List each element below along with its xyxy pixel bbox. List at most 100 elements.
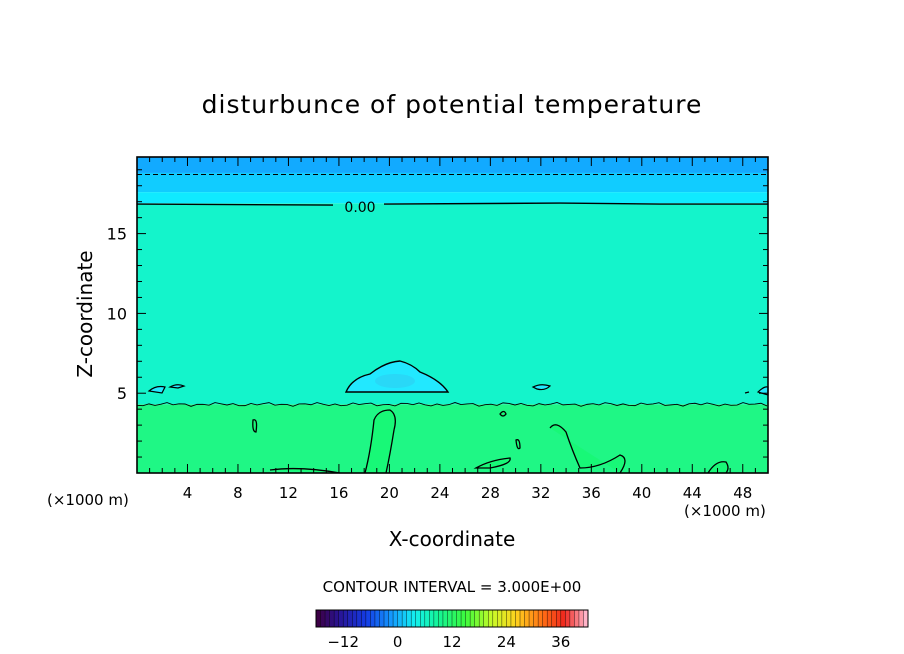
colorbar-cell bbox=[574, 610, 580, 627]
colorbar-tick-label: 0 bbox=[393, 633, 403, 651]
chart-title: disturbunce of potential temperature bbox=[202, 90, 703, 119]
colorbar-cell bbox=[538, 610, 543, 627]
colorbar-cell bbox=[356, 610, 362, 627]
colorbar-cell bbox=[388, 610, 394, 627]
x-tick-label: 16 bbox=[329, 484, 348, 502]
x-tick-label: 28 bbox=[481, 484, 500, 502]
colorbar-cell bbox=[465, 610, 471, 627]
blob-core bbox=[375, 374, 415, 388]
x-tick-label: 36 bbox=[582, 484, 601, 502]
colorbar-cell bbox=[370, 610, 376, 627]
lower-contour bbox=[499, 410, 507, 417]
lower-contour bbox=[515, 439, 521, 450]
layer-band bbox=[137, 404, 768, 473]
zero-contour-line bbox=[136, 202, 768, 206]
y-tick-label: 10 bbox=[107, 304, 127, 323]
colorbar-cell bbox=[542, 610, 548, 627]
colorbar-cell bbox=[470, 610, 475, 627]
x-tick-label: 48 bbox=[733, 484, 752, 502]
colorbar-cell bbox=[424, 610, 430, 627]
colorbar-labels: −12 0 12 24 36 bbox=[327, 633, 570, 651]
small-contour bbox=[147, 385, 166, 394]
colorbar-cell bbox=[393, 610, 398, 627]
colorbar-cell bbox=[533, 610, 539, 627]
colorbar-cell bbox=[569, 610, 575, 627]
lower-contour bbox=[707, 461, 729, 474]
colorbar-cell bbox=[560, 610, 566, 627]
colorbar-cell bbox=[325, 610, 330, 627]
colorbar-cell bbox=[402, 610, 407, 627]
colorbar-cell bbox=[461, 610, 466, 627]
layer-band bbox=[137, 157, 768, 173]
colorbar-cell bbox=[316, 610, 321, 627]
colorbar-cell bbox=[397, 610, 403, 627]
colorbar bbox=[315, 609, 589, 628]
colorbar-cell bbox=[415, 610, 421, 627]
y-tick-label: 15 bbox=[107, 225, 127, 244]
colorbar-cell bbox=[433, 610, 439, 627]
x-unit-right: (×1000 m) bbox=[684, 502, 766, 520]
lower-contour bbox=[252, 419, 258, 433]
colorbar-cell bbox=[524, 610, 530, 627]
colorbar-tick-label: 24 bbox=[497, 633, 516, 651]
lower-contour bbox=[473, 457, 511, 469]
colorbar-cell bbox=[551, 610, 557, 627]
lower-contour bbox=[549, 424, 626, 474]
colorbar-cell bbox=[438, 610, 444, 627]
colorbar-cell bbox=[474, 610, 480, 627]
x-tick-label: 32 bbox=[531, 484, 550, 502]
colorbar-cell bbox=[347, 610, 353, 627]
colorbar-cell bbox=[406, 610, 412, 627]
colorbar-cell bbox=[510, 610, 516, 627]
lower-contour bbox=[364, 409, 396, 474]
y-tick-label: 5 bbox=[117, 384, 127, 403]
colorbar-cell bbox=[578, 610, 584, 627]
x-tick-label: 4 bbox=[183, 484, 193, 502]
plot-layers bbox=[137, 157, 768, 473]
x-tick-label: 8 bbox=[233, 484, 243, 502]
colorbar-cell bbox=[420, 610, 426, 627]
x-tick-label: 44 bbox=[683, 484, 702, 502]
x-tick-label: 20 bbox=[380, 484, 399, 502]
colorbar-tick-label: 36 bbox=[551, 633, 570, 651]
colorbar-cell bbox=[384, 610, 389, 627]
colorbar-cell bbox=[547, 610, 553, 627]
colorbar-cell bbox=[374, 610, 380, 627]
small-contour bbox=[531, 384, 552, 391]
colorbar-cell bbox=[361, 610, 367, 627]
colorbar-cell bbox=[515, 610, 521, 627]
small-contour bbox=[168, 384, 186, 389]
layer-band bbox=[137, 192, 768, 204]
x-tick-label: 24 bbox=[430, 484, 449, 502]
layer-band bbox=[137, 172, 768, 193]
plot-frame bbox=[136, 156, 769, 474]
colorbar-cell bbox=[329, 610, 335, 627]
x-tick-label: 12 bbox=[279, 484, 298, 502]
colorbar-cell bbox=[411, 610, 417, 627]
x-tick-label: 40 bbox=[632, 484, 651, 502]
contour-interval: CONTOUR INTERVAL = 3.000E+00 bbox=[323, 578, 582, 596]
colorbar-cell bbox=[506, 610, 512, 627]
colorbar-cell bbox=[447, 610, 453, 627]
colorbar-cell bbox=[479, 610, 485, 627]
colorbar-cell bbox=[379, 610, 385, 627]
colorbar-cell bbox=[483, 610, 489, 627]
colorbar-cell bbox=[320, 610, 326, 627]
colorbar-cell bbox=[343, 610, 349, 627]
colorbar-tick-label: 12 bbox=[442, 633, 461, 651]
colorbar-cell bbox=[452, 610, 457, 627]
contour-label: 0.00 bbox=[344, 200, 375, 216]
y-tick-labels: 5 10 15 bbox=[107, 225, 127, 404]
colorbar-frame bbox=[315, 609, 589, 628]
colorbar-cell bbox=[442, 610, 448, 627]
layer-band bbox=[137, 203, 768, 405]
colorbar-cell bbox=[492, 610, 498, 627]
colorbar-cell bbox=[497, 610, 503, 627]
colorbar-cell bbox=[583, 610, 589, 627]
colorbar-cell bbox=[565, 610, 571, 627]
colorbar-cell bbox=[520, 610, 525, 627]
colorbar-cell bbox=[456, 610, 462, 627]
colorbar-cell bbox=[365, 610, 371, 627]
x-unit-left: (×1000 m) bbox=[47, 491, 129, 509]
